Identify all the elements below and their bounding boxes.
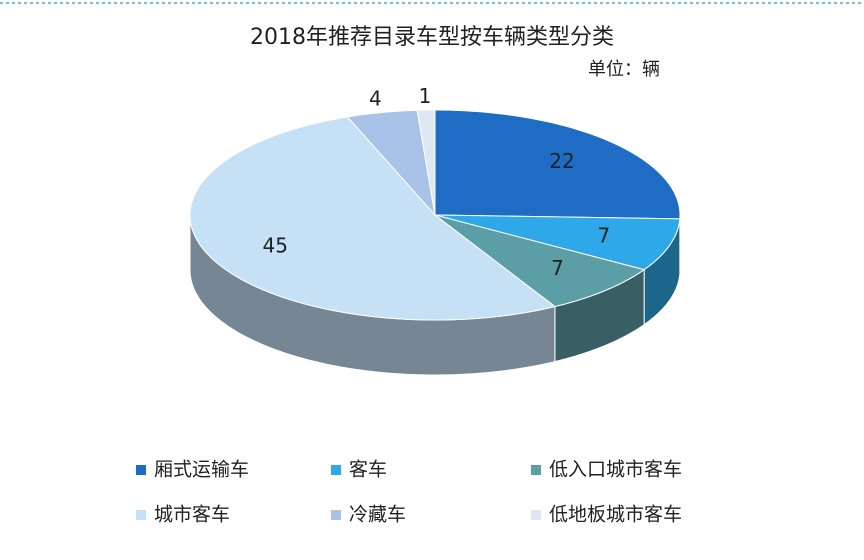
legend-swatch: [136, 510, 146, 520]
slice: [434, 214, 646, 308]
slice: [346, 109, 436, 217]
value-label: 7: [598, 223, 611, 247]
value-label: 7: [551, 256, 564, 280]
legend-label: 冷藏车: [349, 504, 406, 526]
legend-label: 低地板城市客车: [549, 504, 682, 526]
slice: [416, 109, 436, 216]
legend-label: 厢式运输车: [154, 459, 249, 481]
slice: [189, 116, 557, 321]
value-label: 4: [369, 87, 382, 111]
legend-swatch: [136, 465, 146, 475]
legend-label: 城市客车: [154, 504, 230, 526]
legend-swatch: [331, 465, 341, 475]
chart-title: 2018年推荐目录车型按车辆类型分类: [250, 25, 614, 50]
slice: [434, 109, 681, 220]
legend-label: 客车: [349, 459, 387, 481]
chart-subtitle: 单位：辆: [588, 59, 660, 80]
value-label: 45: [263, 234, 288, 258]
value-label: 1: [419, 84, 432, 108]
value-label: 22: [549, 149, 574, 173]
slice: [434, 214, 681, 271]
legend-swatch: [531, 465, 541, 475]
legend-label: 低入口城市客车: [549, 459, 682, 481]
legend-swatch: [331, 510, 341, 520]
legend-swatch: [531, 510, 541, 520]
